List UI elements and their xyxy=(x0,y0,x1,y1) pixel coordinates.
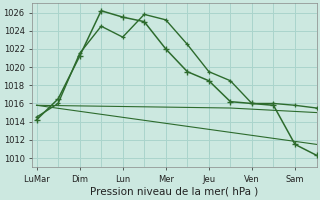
X-axis label: Pression niveau de la mer( hPa ): Pression niveau de la mer( hPa ) xyxy=(90,187,259,197)
